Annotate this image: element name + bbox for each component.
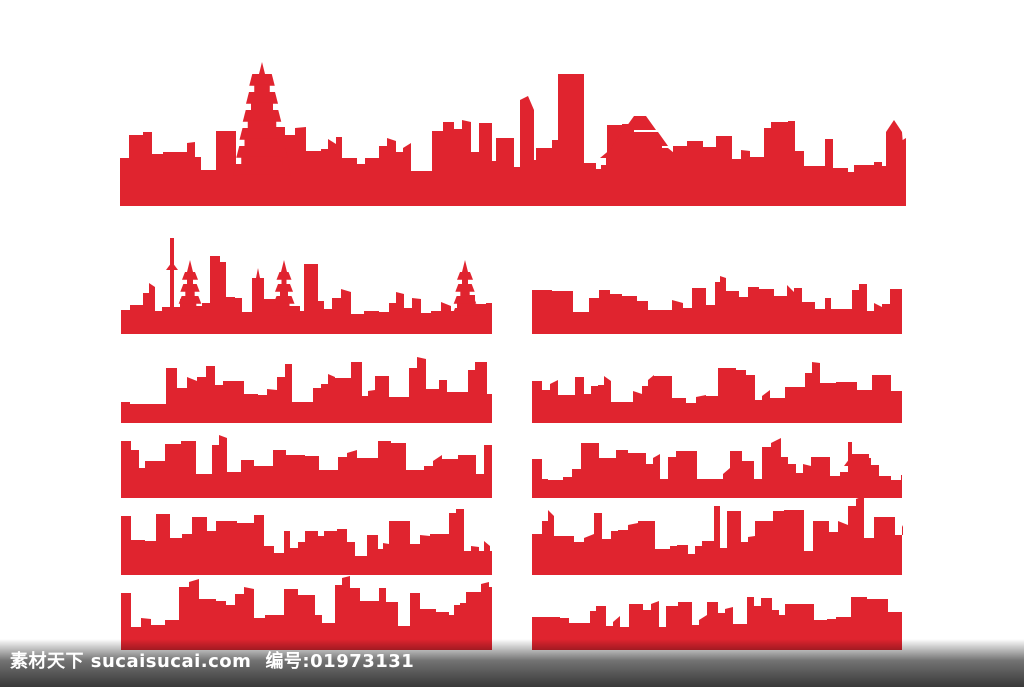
- pagoda-small-2-body: [278, 303, 290, 309]
- pagoda-small-2-body: [277, 315, 291, 321]
- pagoda-small-icon-spire: [187, 260, 193, 272]
- tower-right: [886, 120, 906, 184]
- pagoda-small-2-body: [281, 279, 287, 285]
- tower-low: [540, 160, 556, 184]
- watermark-text: 素材天下 sucaisucai.com 编号:01973131: [10, 647, 414, 673]
- pagoda-small-2-roof: [276, 272, 292, 280]
- tower-left: [496, 138, 514, 184]
- temple-body: [606, 158, 674, 184]
- skyline-left-4: [121, 509, 492, 575]
- statue-head: [256, 268, 260, 278]
- tower-b: [216, 262, 226, 320]
- skyline-top-large: [120, 120, 906, 206]
- tv-tower-right-pod: [844, 458, 856, 466]
- pagoda-small-icon-body: [183, 303, 197, 309]
- pagoda-small-3-body: [458, 303, 472, 309]
- watermark-id-value: 01973131: [310, 651, 415, 672]
- pagoda-small-2-roof: [275, 284, 293, 292]
- pagoda-icon-spire: [259, 62, 265, 74]
- tower-c: [304, 264, 318, 320]
- pagoda-icon-body: [254, 84, 270, 93]
- pagoda-small-icon-roof: [180, 284, 200, 292]
- pagoda-small-3-roof: [453, 296, 477, 304]
- pagoda-small-icon-roof: [177, 308, 203, 316]
- pagoda-icon-roof: [239, 128, 285, 140]
- pagoda-small-3-body: [460, 291, 470, 297]
- tv-tower-pod: [166, 262, 178, 270]
- pagoda-small-2-body: [280, 291, 288, 297]
- tower-a: [210, 256, 220, 320]
- pagoda-icon-body: [238, 174, 286, 183]
- skyline-right-5: [532, 597, 902, 650]
- pagoda-icon-roof: [242, 110, 282, 122]
- pagoda-small-icon-body: [185, 291, 195, 297]
- pagoda-small-2-roof: [273, 296, 295, 304]
- pagoda-small-2-roof: [272, 308, 296, 316]
- pagoda-icon-roof: [249, 74, 275, 86]
- skyline-right-3: [532, 438, 902, 498]
- skyline-silhouettes: [120, 62, 906, 650]
- pagoda-icon-roof: [246, 92, 278, 104]
- skyline-left-1: [121, 283, 492, 334]
- pagoda-icon-body: [244, 138, 280, 147]
- pagoda-small-icon-roof: [178, 296, 202, 304]
- pagoda-small-icon-body: [187, 279, 193, 285]
- pagoda-small-icon-roof: [182, 272, 198, 280]
- pagoda-icon-body: [251, 102, 273, 111]
- skyline-right-2: [532, 362, 902, 423]
- pagoda-small-3-roof: [455, 284, 475, 292]
- watermark-id-label: 编号:: [265, 651, 311, 672]
- tower-slanted: [520, 96, 534, 184]
- pagoda-icon-body: [247, 120, 277, 129]
- antenna-icon: [868, 458, 871, 490]
- pagoda-small-2-spire: [281, 260, 287, 272]
- pagoda-icon-roof: [233, 164, 291, 176]
- pagoda-icon-roof: [236, 146, 288, 158]
- pagoda-small-3-spire: [462, 260, 468, 272]
- pagoda-small-3-roof: [452, 308, 478, 316]
- skyline-right-4: [532, 496, 903, 575]
- pagoda-small-icon-body: [182, 315, 198, 321]
- tv-tower-icon: [170, 238, 174, 318]
- pagoda-icon-body: [241, 156, 283, 165]
- pagoda-small-3-body: [462, 279, 468, 285]
- temple-roof-low: [600, 148, 680, 158]
- watermark-site: 素材天下 sucaisucai.com: [10, 651, 252, 672]
- temple-roof-top: [624, 116, 656, 130]
- temple-roof-mid: [612, 132, 668, 146]
- pagoda-small-3-roof: [457, 272, 473, 280]
- skyline-left-3: [121, 435, 492, 498]
- tower-tall: [558, 74, 584, 184]
- statue-icon: [252, 278, 264, 320]
- skyline-right-1: [532, 276, 902, 334]
- skyline-left-2: [121, 357, 492, 423]
- skyline-left-5: [121, 576, 492, 650]
- pagoda-small-3-body: [457, 315, 473, 321]
- watermark-bar: 素材天下 sucaisucai.com 编号:01973131: [0, 639, 1024, 687]
